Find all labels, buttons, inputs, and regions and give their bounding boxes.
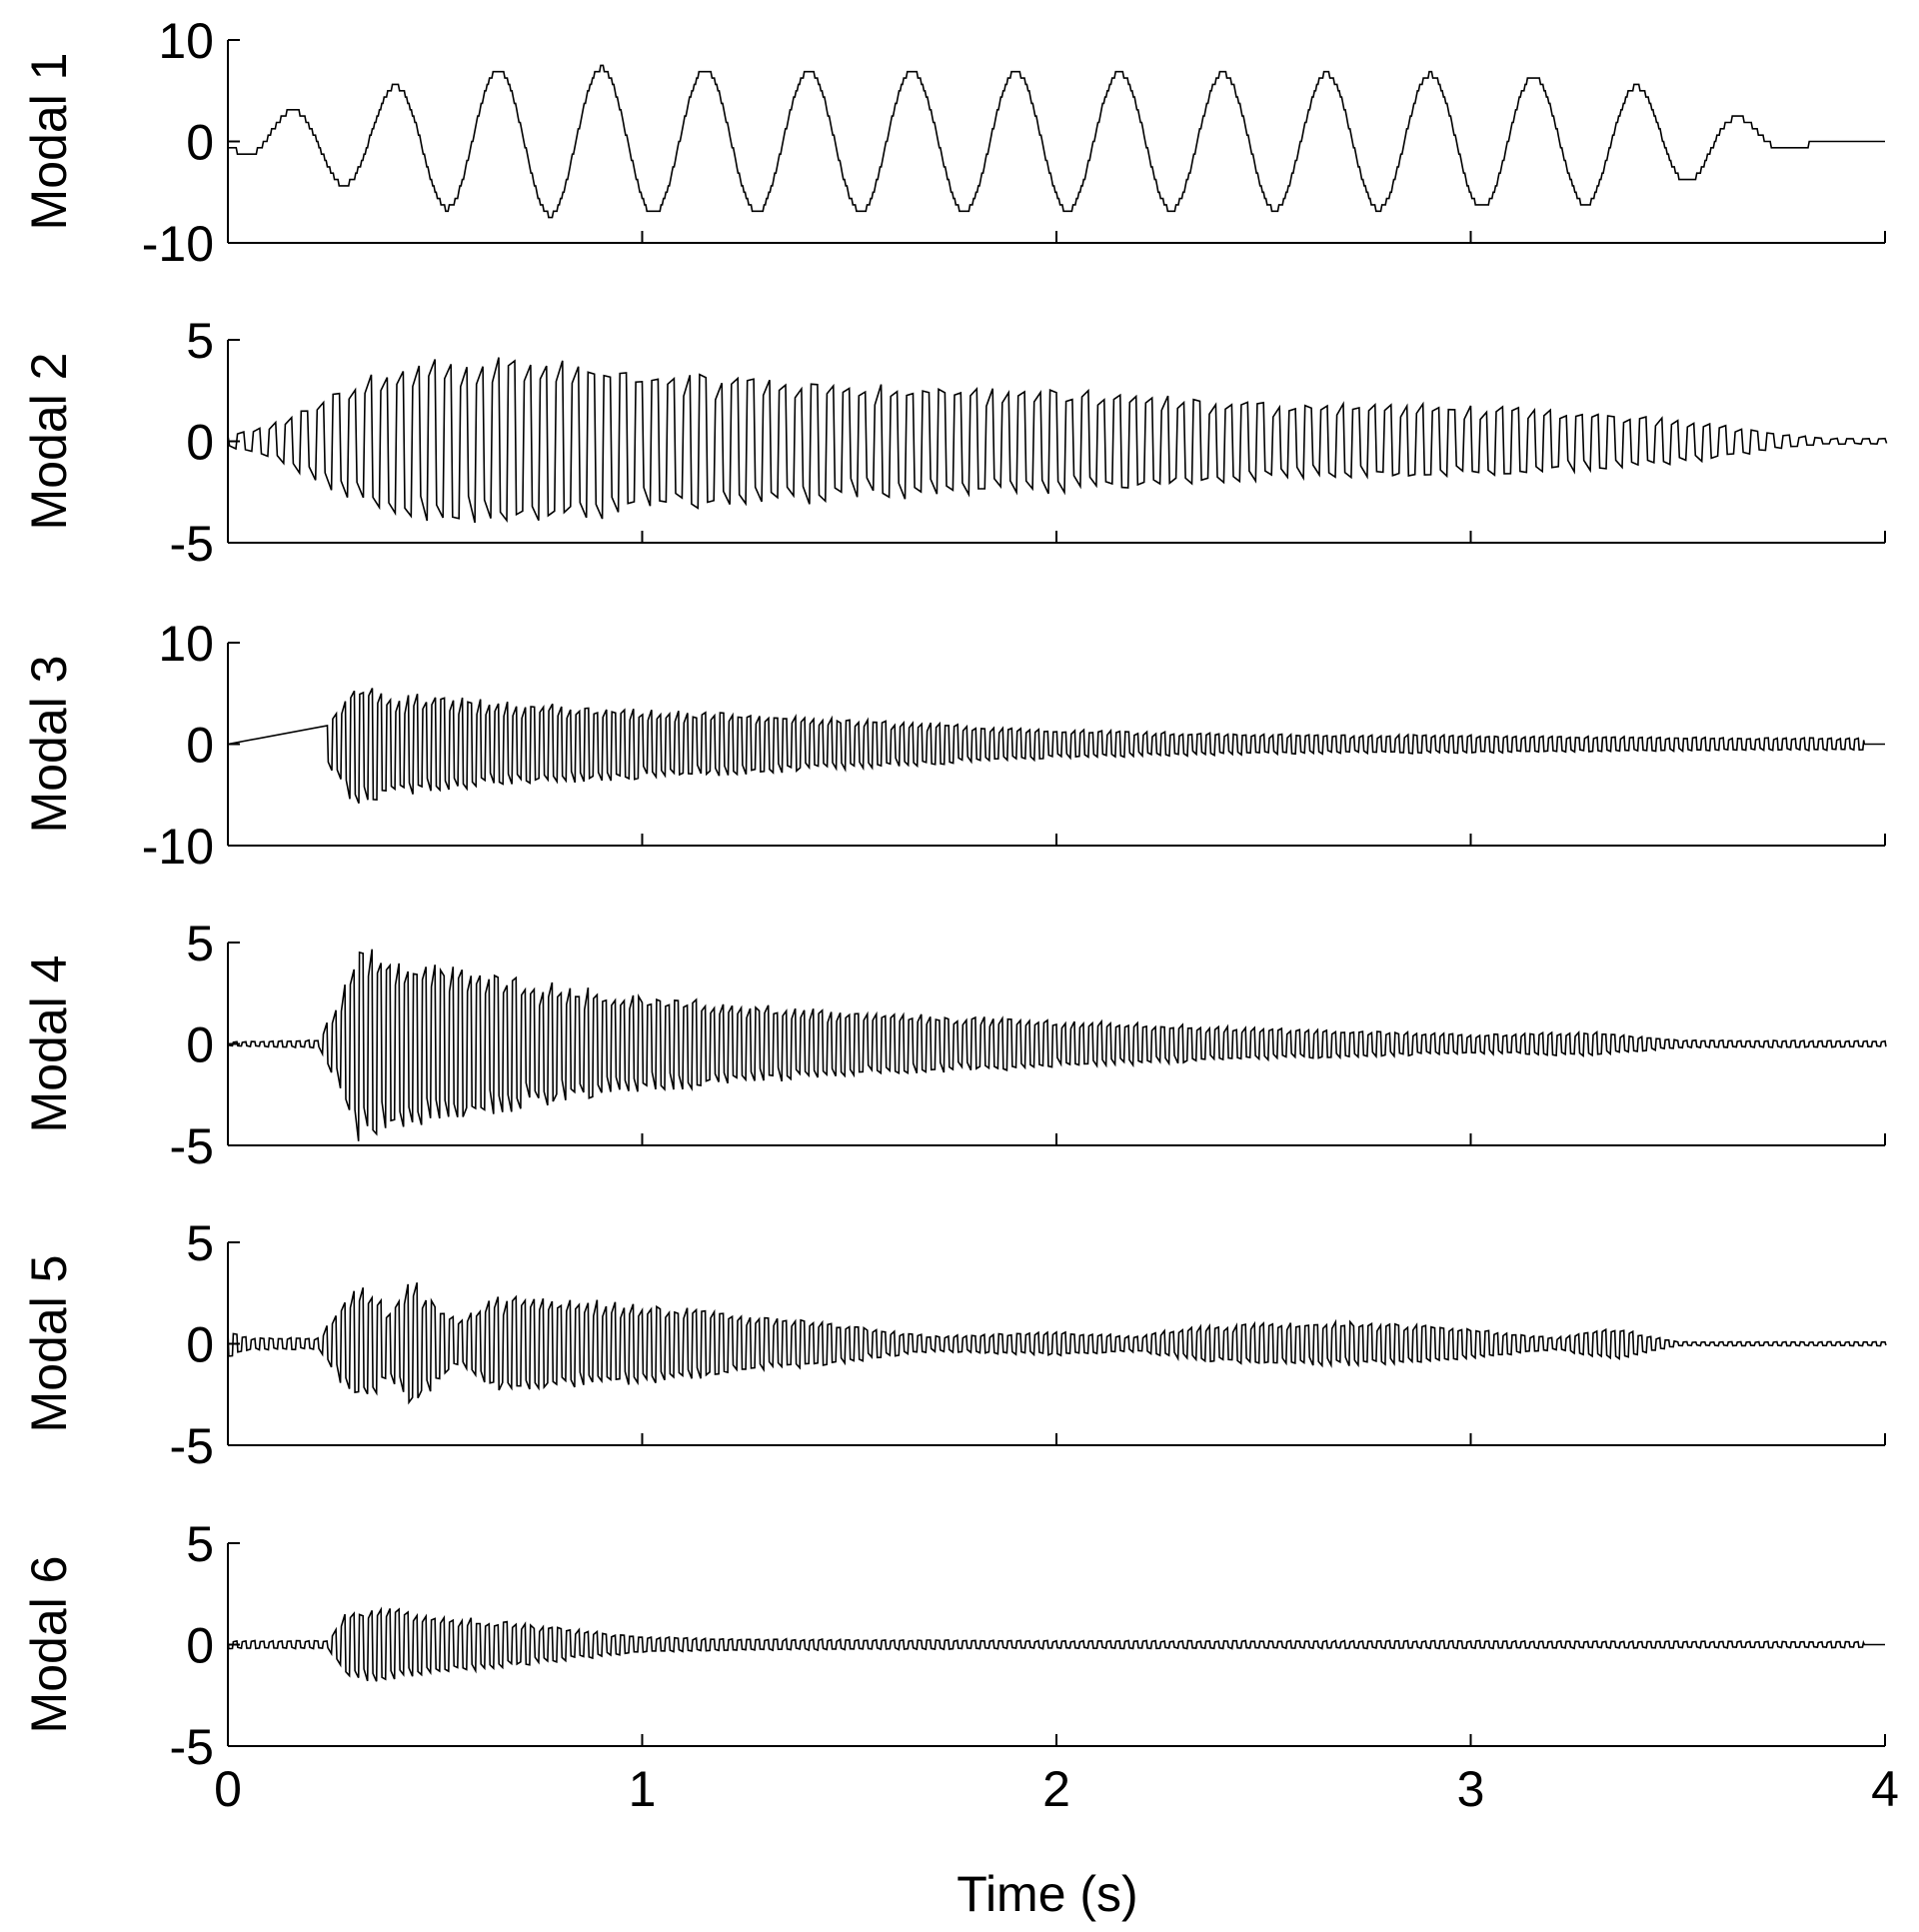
y-tick-label: 10 bbox=[158, 616, 214, 672]
y-tick-label: -5 bbox=[170, 1719, 214, 1775]
y-axis-title: Modal 1 bbox=[21, 53, 77, 231]
signal-line-modal-3 bbox=[227, 688, 1885, 805]
y-axis-title: Modal 5 bbox=[21, 1255, 77, 1433]
y-tick-label: 5 bbox=[186, 313, 214, 369]
y-tick-label: 5 bbox=[186, 916, 214, 971]
y-axis-title: Modal 4 bbox=[21, 956, 77, 1133]
x-tick-label: 2 bbox=[1042, 1761, 1070, 1817]
x-axis-tick-labels: 0 1 2 3 4 bbox=[214, 1761, 1899, 1817]
y-tick-label: 10 bbox=[158, 13, 214, 69]
signal-line-modal-2 bbox=[227, 357, 1888, 524]
y-tick-label: 5 bbox=[186, 1215, 214, 1271]
signal-line-modal-4 bbox=[227, 949, 1887, 1141]
panel-modal-2: -5 0 5 Modal 2 bbox=[21, 313, 1888, 572]
panels-group: -10 0 10 Modal 1 -5 0 5 Modal 2 -10 0 10 Modal 3 -5 0… bbox=[21, 13, 1888, 1775]
panel-modal-4: -5 0 5 Modal 4 bbox=[21, 916, 1887, 1174]
x-tick-label: 3 bbox=[1457, 1761, 1485, 1817]
y-tick-label: 0 bbox=[186, 718, 214, 774]
panel-modal-3: -10 0 10 Modal 3 bbox=[21, 616, 1886, 875]
signal-line-modal-5 bbox=[227, 1282, 1887, 1405]
panel-modal-1: -10 0 10 Modal 1 bbox=[21, 13, 1886, 272]
y-axis-title: Modal 2 bbox=[21, 353, 77, 531]
y-tick-label: -10 bbox=[142, 819, 214, 875]
x-tick-label: 1 bbox=[629, 1761, 657, 1817]
x-axis-title: Time (s) bbox=[957, 1866, 1137, 1922]
x-tick-label: 0 bbox=[214, 1761, 242, 1817]
y-axis-title: Modal 3 bbox=[21, 656, 77, 834]
y-axis-title: Modal 6 bbox=[21, 1556, 77, 1734]
x-tick-label: 4 bbox=[1871, 1761, 1899, 1817]
panel-modal-5: -5 0 5 Modal 5 bbox=[21, 1215, 1887, 1474]
y-tick-label: 0 bbox=[186, 1317, 214, 1373]
y-tick-label: 5 bbox=[186, 1516, 214, 1572]
y-tick-label: 0 bbox=[186, 1017, 214, 1073]
y-tick-label: -10 bbox=[142, 216, 214, 272]
y-tick-label: -5 bbox=[170, 1118, 214, 1174]
signal-line-modal-6 bbox=[227, 1606, 1885, 1682]
y-tick-label: 0 bbox=[186, 1618, 214, 1674]
y-tick-label: 0 bbox=[186, 115, 214, 171]
y-tick-label: -5 bbox=[170, 516, 214, 572]
y-tick-label: -5 bbox=[170, 1418, 214, 1474]
y-tick-label: 0 bbox=[186, 415, 214, 471]
signal-line-modal-1 bbox=[228, 64, 1885, 219]
panel-modal-6: -5 0 5 Modal 6 bbox=[21, 1516, 1886, 1775]
